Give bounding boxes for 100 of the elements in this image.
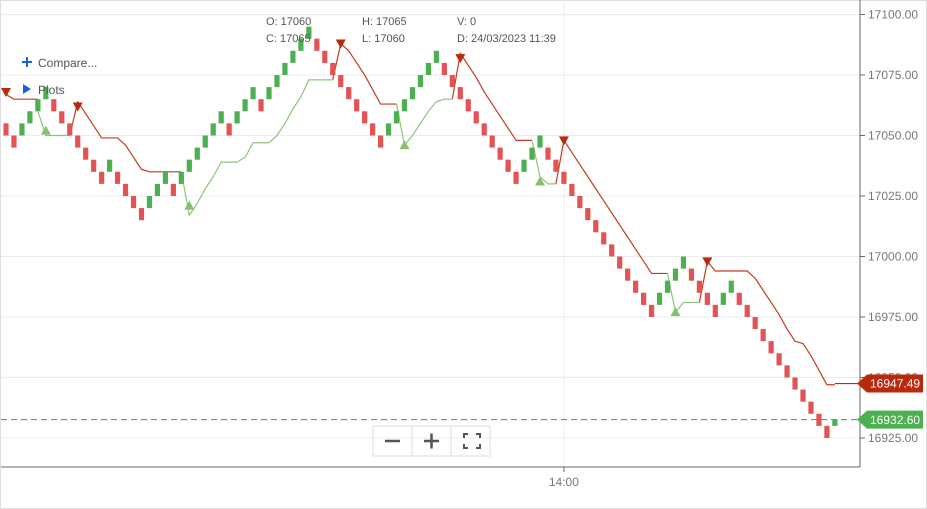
candlestick [561, 171, 566, 184]
candlestick [824, 425, 830, 438]
x-tick-label: 14:00 [548, 475, 580, 489]
candlestick [314, 38, 320, 52]
candlestick [27, 110, 33, 124]
candlestick [656, 292, 662, 306]
candlestick [545, 147, 551, 160]
candlestick [162, 171, 168, 184]
candlestick [194, 147, 200, 160]
point [184, 200, 194, 210]
annotation: V: 0 [457, 16, 476, 28]
candlestick [402, 98, 408, 112]
point [40, 126, 51, 135]
candlestick [107, 159, 112, 172]
candlestick [346, 86, 352, 100]
candlestick [234, 110, 240, 124]
candlestick [808, 401, 814, 414]
y-tick-label: 17025.00 [868, 189, 918, 204]
candlestick [410, 86, 416, 100]
candlestick [601, 232, 606, 245]
candlestick [712, 304, 718, 318]
candlestick [768, 340, 774, 354]
point [400, 140, 410, 150]
candlestick [258, 98, 264, 112]
candlestick [154, 183, 160, 196]
point [534, 176, 545, 186]
candlestick [736, 292, 742, 306]
annotation: H: 17065 [362, 16, 407, 28]
candlestick [664, 280, 670, 294]
candlestick [633, 280, 638, 294]
candlestick [490, 135, 495, 148]
candlestick [537, 135, 543, 148]
y-tick-label: 17075.00 [868, 68, 918, 82]
candlestick [114, 171, 120, 184]
candlestick [800, 389, 806, 402]
candlestick [498, 147, 503, 160]
candlestick [59, 110, 64, 124]
ref-line-label: 16947.49 [870, 376, 920, 391]
candlestick [218, 110, 224, 124]
candlestick [186, 159, 192, 172]
candlestick [760, 328, 766, 342]
candlestick [529, 147, 535, 160]
candlestick [816, 413, 822, 426]
candlestick [593, 220, 598, 233]
annotation: D: 24/03/2023 11:39 [457, 33, 556, 45]
annotation: L: 17060 [362, 33, 405, 45]
candlestick [266, 86, 272, 100]
point [558, 136, 569, 146]
candlestick [625, 268, 630, 282]
candlestick [378, 135, 384, 148]
y-tick-label: 16925.00 [868, 431, 918, 446]
candlestick [506, 159, 511, 172]
candlestick [720, 292, 726, 306]
candlestick [728, 280, 734, 294]
candlestick [274, 74, 280, 88]
candlestick [418, 74, 424, 88]
candlestick [83, 147, 88, 160]
candlestick [35, 98, 40, 112]
candlestick [11, 135, 17, 148]
candlestick [51, 98, 56, 112]
candlestick [202, 135, 208, 148]
candlestick [242, 98, 248, 112]
point [1, 88, 11, 97]
point [702, 257, 712, 266]
candlestick [696, 280, 702, 294]
candlestick [585, 208, 590, 221]
candlestick [450, 74, 455, 88]
point [670, 307, 680, 316]
candlestick [513, 171, 519, 184]
candlestick [672, 268, 678, 282]
candlestick [569, 183, 574, 196]
candlestick [75, 135, 80, 148]
candlestick [338, 74, 344, 88]
y-tick-label: 16975.00 [868, 310, 918, 324]
candlestick [609, 244, 614, 257]
y-tick-label: 17100.00 [868, 8, 918, 22]
candlestick [290, 50, 296, 64]
candlestick [744, 304, 750, 318]
candlestick [250, 86, 256, 100]
candlestick [553, 159, 559, 172]
annotation: Compare... [38, 56, 98, 70]
annotation: O: 17060 [266, 16, 312, 28]
candlestick [91, 159, 96, 172]
candlestick [170, 183, 176, 196]
y-tick-label: 17000.00 [868, 250, 918, 264]
candlestick [521, 159, 527, 172]
ref-line-label: 16932.60 [870, 412, 920, 427]
candlestick [394, 110, 400, 124]
candlestick [178, 171, 184, 184]
candlestick [776, 352, 782, 366]
point [72, 102, 83, 112]
point [455, 54, 466, 64]
candlestick [362, 110, 368, 124]
candlestick [466, 98, 471, 112]
candlestick [641, 292, 646, 306]
candlestick [474, 110, 479, 124]
candlestick [784, 364, 790, 378]
candlestick [688, 268, 694, 282]
candlestick [322, 50, 328, 64]
candlestick [704, 292, 710, 306]
